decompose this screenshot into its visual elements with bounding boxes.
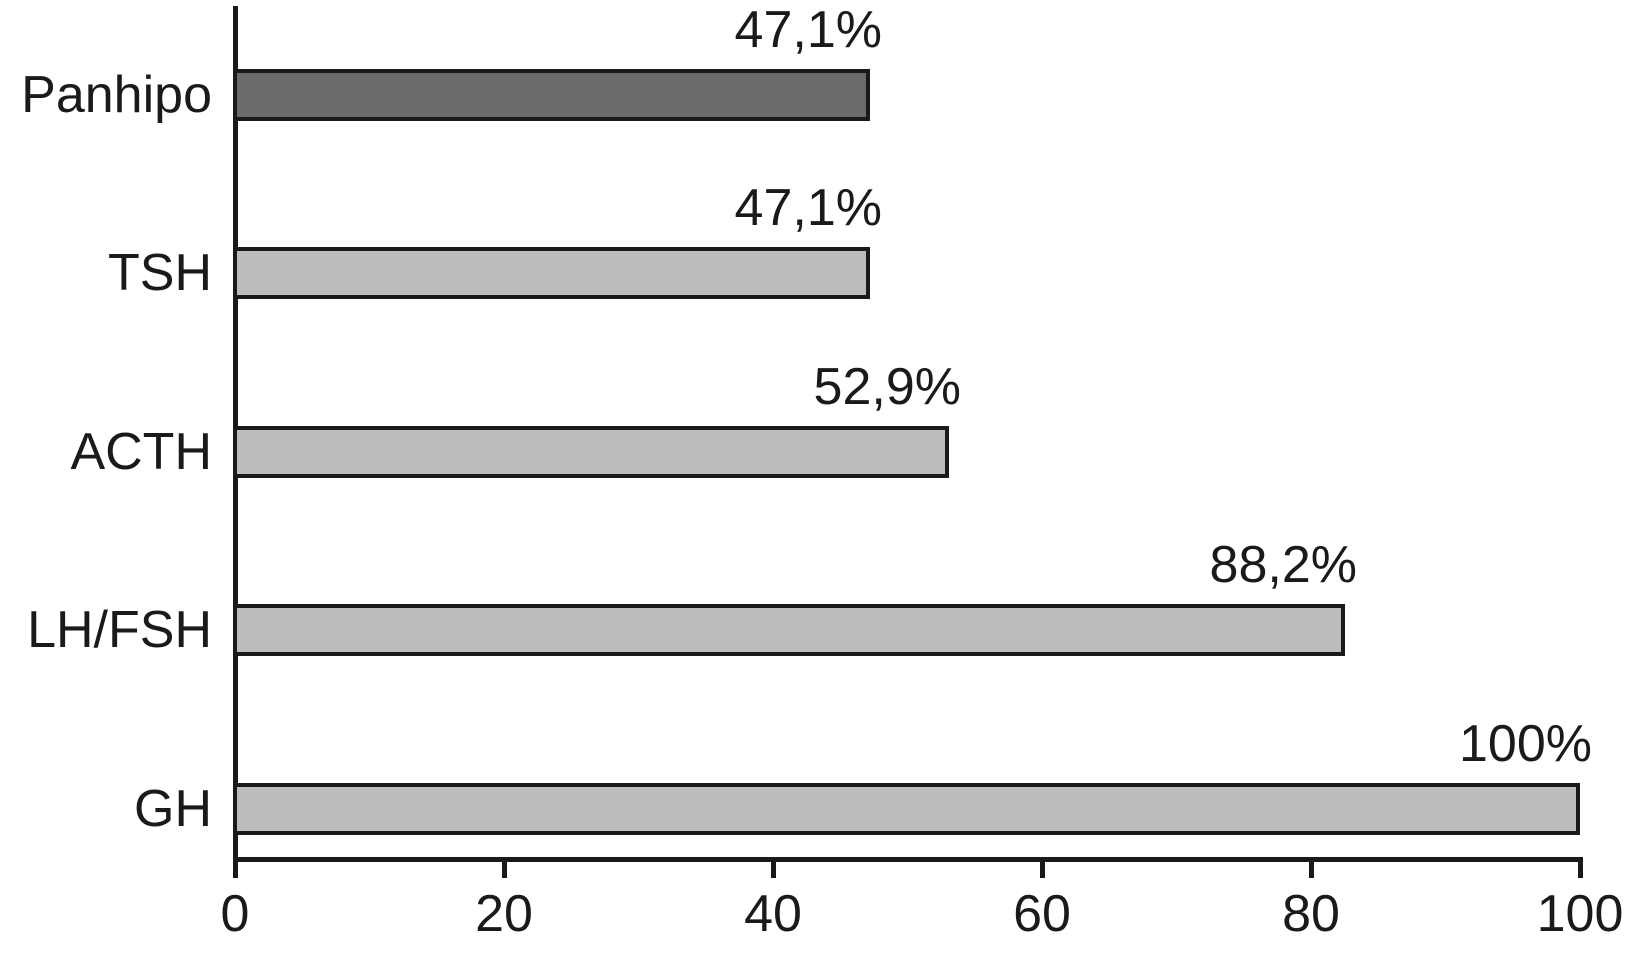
value-label: 88,2% [1209,536,1357,594]
x-axis-tick-label: 20 [475,885,533,943]
value-label: 47,1% [734,1,882,59]
value-label: 52,9% [813,358,961,416]
bar [233,783,1580,835]
x-axis-tick-label: 80 [1282,885,1340,943]
x-axis-tick-label: 40 [744,885,802,943]
category-label: GH [134,780,212,838]
bar [233,69,870,121]
x-axis-tick-mark [1040,862,1045,878]
category-label: TSH [108,244,212,302]
bar [233,604,1345,656]
x-axis-tick-mark [502,862,507,878]
x-axis-tick-mark [233,862,238,878]
x-axis-tick-mark [1309,862,1314,878]
x-axis-tick-label: 0 [220,885,250,943]
category-label: Panhipo [21,66,212,124]
bar [233,247,870,299]
value-label: 100% [1459,715,1592,773]
category-label: ACTH [70,423,212,481]
x-axis-line [233,857,1583,862]
x-axis-tick-label: 60 [1013,885,1071,943]
x-axis-tick-mark [1578,862,1583,878]
value-label: 47,1% [734,179,882,237]
x-axis-tick-mark [771,862,776,878]
bar [233,426,949,478]
category-label: LH/FSH [27,601,212,659]
x-axis-tick-label: 100 [1536,885,1624,943]
